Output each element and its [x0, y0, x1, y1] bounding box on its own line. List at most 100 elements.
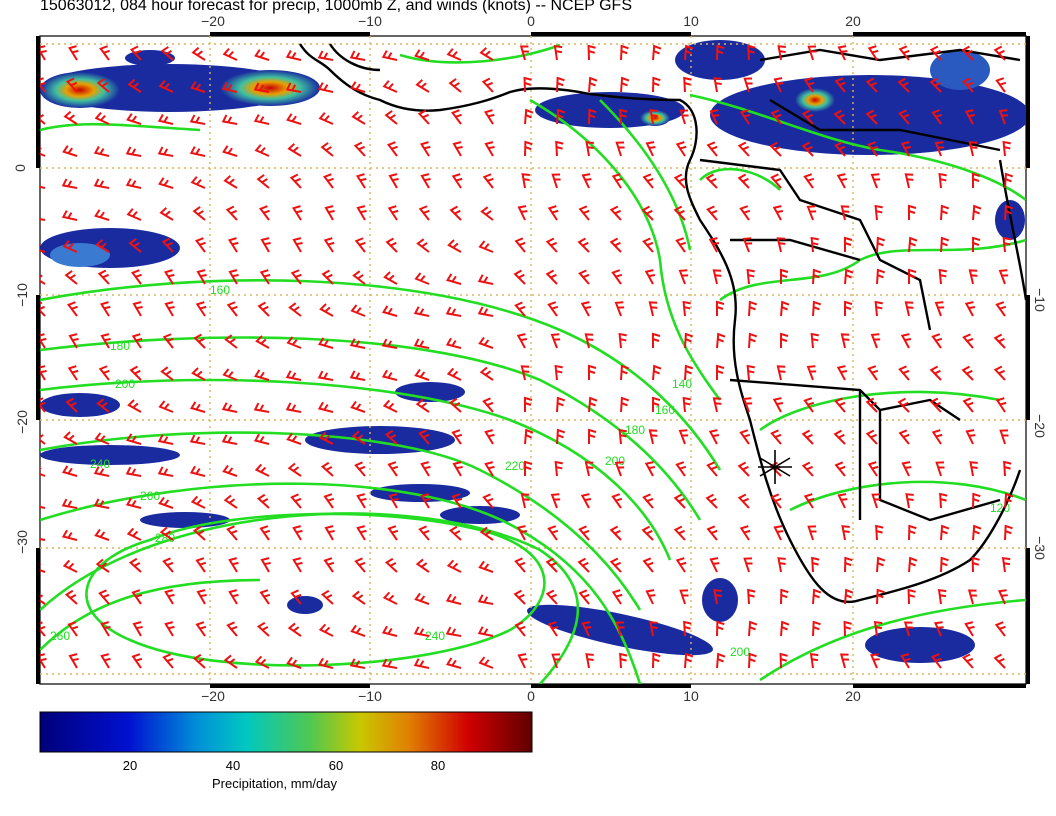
wind-barb-icon — [898, 365, 910, 381]
wind-barb-icon — [772, 397, 784, 413]
contour-label: 240 — [90, 457, 110, 471]
wind-barb-icon — [351, 430, 366, 445]
wind-barb-icon — [908, 236, 918, 253]
wind-barb-icon — [614, 301, 625, 317]
precip-area — [125, 50, 175, 66]
wind-barb-icon — [618, 428, 627, 445]
wind-barb-icon — [414, 368, 430, 381]
wind-barb-icon — [684, 332, 694, 349]
wind-barb-icon — [746, 268, 755, 285]
wind-barb-icon — [259, 589, 271, 605]
wind-barb-icon — [285, 49, 302, 61]
wind-barb-icon — [317, 82, 334, 93]
wind-barb-icon — [903, 621, 913, 637]
bottom-tick: −20 — [201, 688, 225, 704]
wind-barb-icon — [706, 525, 718, 541]
contour-line — [85, 512, 546, 667]
wind-barb-icon — [164, 589, 175, 605]
contour-label: 160 — [655, 403, 675, 417]
wind-barb-icon — [578, 589, 590, 605]
wind-barb-icon — [769, 141, 782, 157]
wind-barb-icon — [451, 173, 463, 189]
wind-barb-icon — [195, 621, 207, 637]
wind-barb-icon — [226, 525, 238, 541]
wind-barb-icon — [195, 557, 207, 573]
wind-barb-icon — [642, 493, 654, 509]
wind-barb-icon — [189, 465, 206, 477]
wind-barb-icon — [801, 109, 814, 125]
wind-barb-icon — [675, 557, 687, 573]
wind-barb-icon — [449, 205, 462, 221]
top-tick: 10 — [683, 13, 699, 29]
wind-barb-icon — [222, 47, 238, 61]
wind-barb-icon — [712, 397, 722, 413]
wind-barb-icon — [451, 429, 463, 445]
wind-barb-icon — [843, 620, 852, 637]
wind-barb-icon — [160, 46, 174, 61]
wind-barb-icon — [93, 466, 110, 477]
wind-barb-icon — [479, 526, 494, 541]
contour-line — [529, 98, 722, 401]
wind-barb-icon — [126, 208, 142, 221]
top-tick: −10 — [358, 13, 382, 29]
wind-barb-icon — [998, 269, 1009, 285]
wind-barb-icon — [384, 557, 398, 573]
wind-barb-icon — [228, 557, 239, 573]
wind-barb-icon — [158, 400, 174, 413]
wind-barb-icon — [191, 367, 206, 381]
wind-barb-icon — [481, 77, 494, 93]
wind-barb-icon — [520, 365, 530, 381]
wind-barb-icon — [96, 78, 110, 93]
wind-barb-icon — [477, 274, 494, 285]
wind-barb-icon — [931, 109, 943, 125]
wind-barb-icon — [445, 337, 462, 349]
wind-barb-icon — [132, 621, 143, 637]
wind-barb-icon — [773, 77, 784, 93]
wind-barb-icon — [125, 178, 142, 189]
wind-barb-icon — [939, 492, 948, 509]
wind-barb-icon — [900, 333, 912, 349]
wind-barb-icon — [867, 365, 879, 381]
wind-barb-icon — [937, 588, 947, 605]
wind-barb-icon — [994, 621, 1006, 637]
wind-barb-icon — [545, 589, 558, 605]
wind-barb-icon — [349, 370, 366, 381]
wind-barb-icon — [524, 140, 533, 157]
wind-barb-icon — [228, 269, 239, 285]
wind-barb-icon — [484, 141, 495, 157]
wind-barb-icon — [40, 77, 47, 93]
wind-barb-icon — [840, 205, 850, 221]
wind-barb-icon — [478, 336, 494, 349]
wind-barb-icon — [615, 621, 625, 637]
wind-barb-icon — [417, 109, 430, 125]
wind-barb-icon — [801, 461, 814, 477]
contour-line — [40, 578, 261, 651]
wind-barb-icon — [61, 465, 78, 477]
wind-barb-icon — [126, 527, 142, 541]
wind-barb-icon — [162, 653, 174, 669]
wind-barb-icon — [1004, 172, 1014, 189]
wind-barb-icon — [514, 621, 526, 637]
wind-barb-icon — [547, 205, 559, 221]
wind-barb-icon — [618, 332, 627, 349]
wind-barb-icon — [682, 396, 691, 413]
wind-barb-icon — [383, 271, 398, 285]
wind-barb-icon — [514, 301, 526, 317]
wind-barb-icon — [253, 433, 270, 445]
wind-barb-icon — [931, 333, 943, 349]
wind-barb-icon — [870, 173, 881, 189]
wind-barb-icon — [67, 365, 79, 381]
wind-barb-icon — [834, 461, 846, 477]
wind-barb-icon — [286, 113, 302, 125]
wind-barb-icon — [712, 269, 722, 285]
wind-barb-icon — [780, 300, 790, 317]
wind-barb-icon — [61, 529, 78, 541]
wind-barb-icon — [642, 173, 654, 189]
wind-barb-icon — [833, 109, 846, 125]
contour-line — [40, 512, 580, 684]
contour-label: 240 — [425, 629, 445, 643]
wind-barb-icon — [934, 141, 945, 157]
wind-barb-icon — [162, 333, 174, 349]
bottom-tick: 20 — [845, 688, 861, 704]
precip-area — [40, 393, 120, 417]
